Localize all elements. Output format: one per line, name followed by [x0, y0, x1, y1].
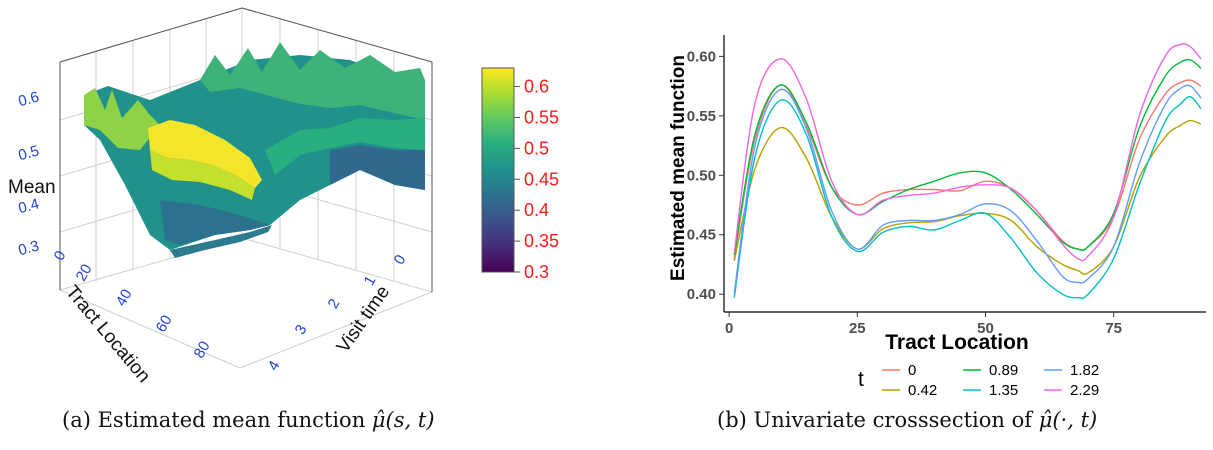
legend-label: 0 [908, 362, 916, 379]
colorbar-tick-label: 0.55 [524, 107, 559, 127]
surface-left-bumps [84, 88, 160, 150]
x-tick-label: 80 [191, 338, 214, 361]
z-tick-label: 0.6 [16, 88, 41, 110]
x-tick-label: 0 [725, 320, 733, 337]
colorbar-tick-label: 0.3 [524, 262, 549, 282]
legend-label: 1.35 [989, 382, 1018, 399]
surface-mesh [84, 42, 425, 258]
caption-b-math: μ̂(·, t) [1038, 408, 1098, 432]
x-axis-title: Tract Location [885, 331, 1029, 354]
x-tick-label: 75 [1105, 320, 1122, 337]
surface-mid-band [265, 118, 425, 175]
line-chart: 0.40 0.45 0.50 0.55 0.60 0 25 50 75 Estimated me… [668, 35, 1206, 399]
surface-plot: 0.3 0.4 0.5 0.6 0 20 40 60 80 0 1 2 3 4 … [8, 7, 559, 387]
surface-front-valley [160, 200, 270, 245]
legend-label: 1.82 [1070, 362, 1099, 379]
surface-plot-panel: 0.3 0.4 0.5 0.6 0 20 40 60 80 0 1 2 3 4 … [0, 0, 600, 450]
legend: t 0 0.42 0.89 1.35 1.82 2.29 [858, 362, 1099, 399]
y-tick-label: 0.50 [687, 167, 716, 184]
series-line-t-1.82 [733, 84, 1202, 294]
y-axis-title: Estimated mean function [668, 55, 689, 281]
y-tick-label: 0.45 [687, 227, 716, 244]
caption-a: (a) Estimated mean function μ̂(s, t) [62, 408, 435, 432]
y-tick-label: 4 [265, 358, 284, 374]
surface-yellow-shadow [150, 150, 255, 200]
colorbar-tick-label: 0.4 [524, 200, 549, 220]
colorbar-tick-label: 0.45 [524, 169, 559, 189]
colorbar-tick-label: 0.35 [524, 231, 559, 251]
y-tick-label: 0 [391, 252, 410, 268]
y-tick-label: 2 [325, 296, 344, 312]
caption-b: (b) Univariate crosssection of μ̂(·, t) [717, 408, 1097, 432]
colorbar-tick-label: 0.5 [524, 138, 549, 158]
series-line-t-0.42 [733, 119, 1202, 275]
line-chart-axes: 0.40 0.45 0.50 0.55 0.60 0 25 50 75 [687, 35, 1206, 337]
colorbar: 0.3 0.35 0.4 0.45 0.5 0.55 0.6 [481, 67, 559, 282]
series-line-t-2.29 [733, 43, 1202, 262]
legend-label: 0.89 [989, 362, 1018, 379]
line-chart-panel: 0.40 0.45 0.50 0.55 0.60 0 25 50 75 Estimated me… [606, 0, 1213, 450]
x-tick-label: 60 [153, 312, 176, 335]
z-tick-label: 0.3 [16, 237, 41, 259]
x-axis-label: Tract Location [61, 282, 154, 387]
series-line-t-1.35 [733, 96, 1202, 300]
surface-back-ridges [200, 42, 425, 120]
surface-edges [59, 7, 433, 292]
legend-title: t [858, 368, 864, 391]
z-axis-label: Mean [8, 177, 56, 198]
y-tick-label: 3 [292, 322, 311, 338]
caption-b-text: (b) Univariate crosssection of [717, 408, 1039, 432]
surface-front-lip [170, 225, 272, 258]
y-tick-label: 0.60 [687, 48, 716, 65]
surface-yellow-ridge [148, 120, 262, 188]
z-tick-label: 0.4 [16, 195, 41, 217]
y-axis-label: Visit time [333, 282, 394, 357]
colorbar-tick-label: 0.6 [524, 77, 549, 97]
x-tick-label: 25 [849, 320, 866, 337]
y-tick-label: 0.55 [687, 108, 716, 125]
legend-label: 0.42 [908, 382, 937, 399]
surface-right-dark [330, 145, 425, 190]
line-chart-series [733, 43, 1202, 300]
caption-a-text: (a) Estimated mean function [62, 408, 372, 432]
z-tick-label: 0.5 [16, 142, 41, 164]
x-tick-label: 40 [113, 286, 136, 309]
x-tick-label: 50 [977, 320, 994, 337]
series-line-t-0.89 [733, 58, 1202, 256]
y-tick-label: 0.40 [687, 286, 716, 303]
series-line-t-0 [733, 79, 1202, 259]
x-tick-label: 20 [73, 261, 96, 284]
legend-label: 2.29 [1070, 382, 1099, 399]
colorbar-gradient [481, 67, 515, 273]
caption-a-math: μ̂(s, t) [371, 408, 435, 432]
